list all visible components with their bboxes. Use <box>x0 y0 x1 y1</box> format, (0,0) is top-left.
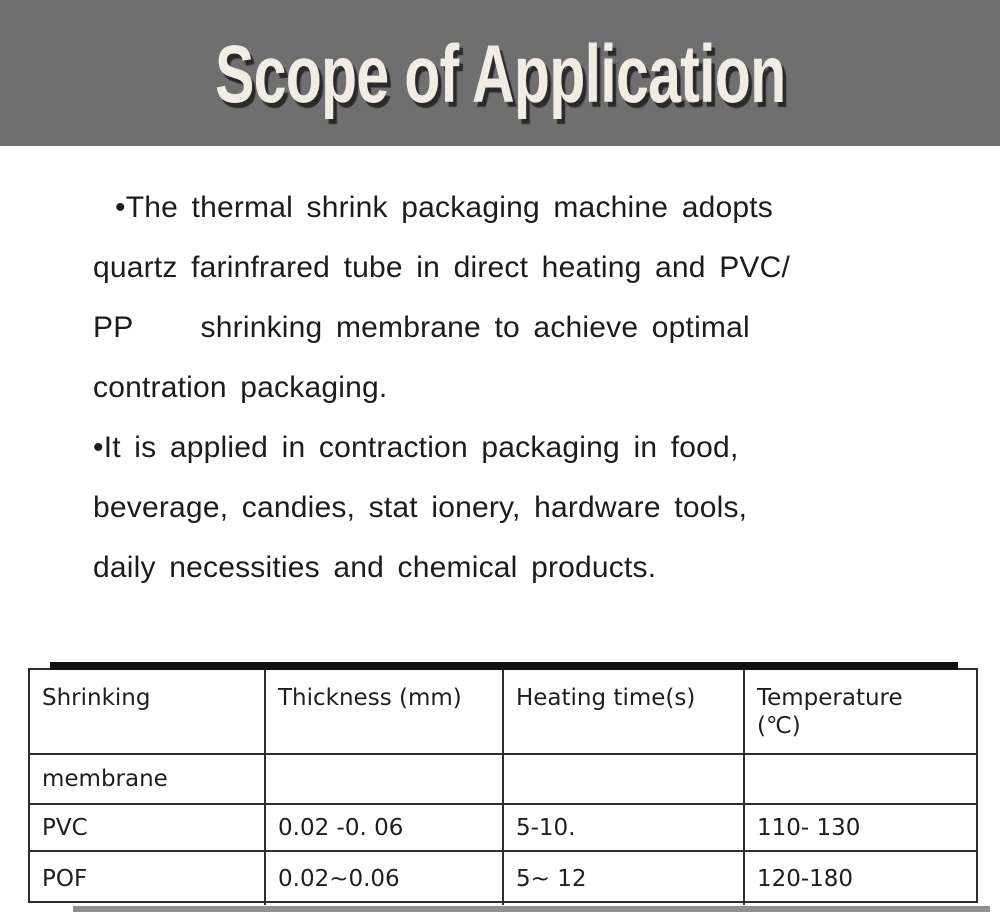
table-cell-pof: POF <box>30 852 266 905</box>
cropped-row-edge-top <box>50 662 958 670</box>
text-line: •The thermal shrink packaging machine ad… <box>115 191 773 224</box>
table-cell-pvc-temperature: 110- 130 <box>744 805 976 852</box>
table-cell-pof-temperature: 120-180 <box>756 865 854 892</box>
paragraph-machine-description: •The thermal shrink packaging machine ad… <box>93 178 923 418</box>
description-section: •The thermal shrink packaging machine ad… <box>93 178 923 598</box>
text-line: •It is applied in contraction packaging … <box>93 431 739 464</box>
text-line: contration packaging. <box>93 371 388 404</box>
shrinking-membrane-spec-table: Shrinking Thickness (mm) Heating time(s)… <box>28 668 978 905</box>
table-cell <box>503 755 745 805</box>
table-header-thickness: Thickness (mm) <box>266 670 504 755</box>
table-cell-pvc-thickness: 0.02 -0. 06 <box>266 805 504 852</box>
page-title: Scope of Application <box>214 29 786 120</box>
text-line: daily necessities and chemical products. <box>93 551 657 584</box>
text-line: quartz farinfrared tube in direct heatin… <box>93 251 791 284</box>
table-cell <box>744 755 976 805</box>
text-line: beverage, candies, stat ionery, hardware… <box>93 491 748 524</box>
table-cell-pof-thickness: 0.02~0.06 <box>266 852 504 905</box>
table-header-temperature: Temperature (℃) <box>744 670 976 755</box>
cropped-row-edge-bottom <box>73 906 990 912</box>
table-cell-pvc-heating-time: 5-10. <box>503 805 745 852</box>
table-header-shrinking: Shrinking <box>30 670 266 755</box>
paragraph-applications: •It is applied in contraction packaging … <box>93 418 923 598</box>
text-line: PP shrinking membrane to achieve optimal <box>93 311 750 344</box>
table-cell-pof-heating-time: 5~ 12 <box>504 852 745 905</box>
table-cell-membrane: membrane <box>30 755 266 805</box>
table-cell-pvc: PVC <box>30 805 266 852</box>
header-banner: Scope of Application <box>0 0 1000 146</box>
table-cell <box>266 755 504 805</box>
table-header-heating-time: Heating time(s) <box>503 670 745 755</box>
